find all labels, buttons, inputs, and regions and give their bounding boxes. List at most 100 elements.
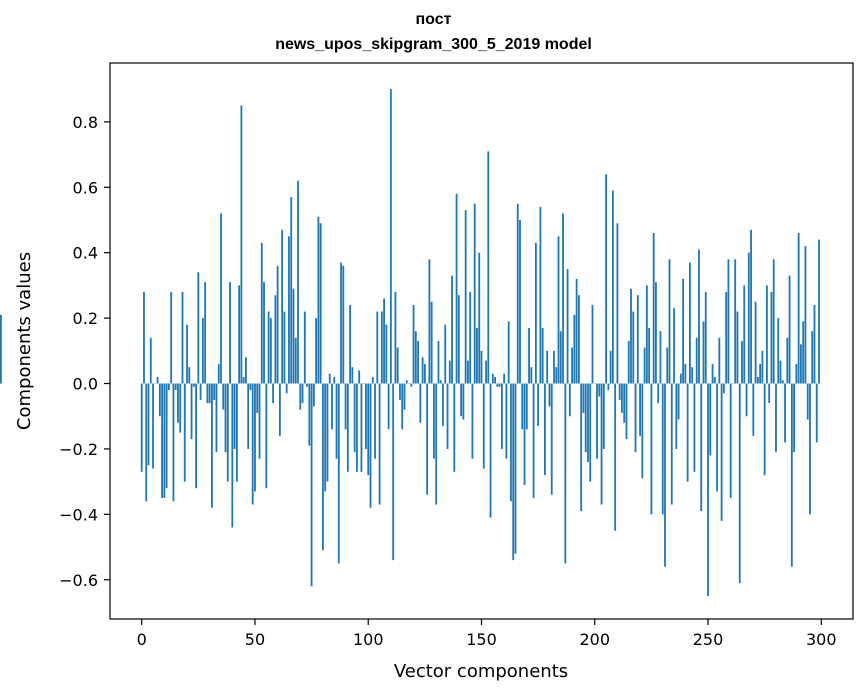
bar [510, 383, 512, 502]
bar [614, 383, 617, 531]
bar [555, 367, 558, 384]
bar [759, 363, 762, 384]
bar [467, 360, 469, 384]
bar [754, 301, 757, 384]
bar [177, 383, 179, 423]
bar [643, 347, 646, 384]
bar [686, 383, 689, 482]
bar [775, 383, 777, 453]
bar [777, 318, 780, 384]
bar [802, 321, 805, 384]
bar [811, 331, 814, 384]
bar [766, 285, 768, 384]
bar [487, 151, 490, 384]
bar [498, 383, 501, 387]
bar [571, 347, 574, 384]
bar [659, 331, 662, 384]
bar [306, 383, 308, 387]
bar [661, 383, 664, 515]
bar [532, 383, 535, 498]
x-tick-label: 250 [693, 630, 724, 649]
bar [756, 376, 759, 384]
y-tick-label: 0.6 [73, 178, 98, 197]
bar [333, 376, 336, 384]
bar [222, 383, 225, 410]
bar [747, 252, 750, 384]
bar [727, 259, 730, 384]
bar [423, 363, 426, 384]
bar [768, 383, 771, 404]
bar [582, 383, 585, 413]
bar [260, 242, 263, 384]
bar [285, 383, 288, 394]
bar [623, 383, 626, 423]
bar [750, 229, 752, 384]
bar [625, 383, 628, 440]
bar [179, 383, 182, 433]
x-tick-label: 0 [137, 630, 147, 649]
bar [369, 383, 372, 508]
bar [500, 383, 503, 449]
bar [340, 262, 342, 384]
bar [559, 331, 562, 384]
bar [589, 383, 592, 482]
bar [328, 373, 331, 384]
bar [460, 383, 463, 417]
bar [217, 363, 220, 384]
bar [544, 383, 546, 476]
bar [682, 278, 685, 384]
bar [564, 383, 567, 564]
bar [485, 360, 487, 384]
bar [396, 347, 399, 384]
bar [247, 383, 250, 449]
bar [478, 252, 481, 384]
bar [233, 383, 236, 449]
bar [446, 383, 449, 449]
bar [163, 383, 166, 498]
bar [562, 213, 564, 384]
bar [786, 337, 789, 384]
bar [621, 383, 623, 413]
bar [471, 383, 474, 459]
bar [140, 383, 143, 472]
bar [367, 383, 370, 476]
bar [433, 383, 435, 459]
bar [568, 383, 571, 417]
bar [806, 383, 809, 420]
bar [288, 236, 290, 384]
bar [346, 383, 349, 472]
bar [600, 383, 603, 505]
bar [299, 383, 302, 410]
y-tick-label: −0.4 [59, 505, 98, 524]
bar [541, 327, 544, 384]
bar [208, 383, 211, 404]
bar [591, 305, 594, 384]
bar [181, 291, 184, 384]
bar [695, 337, 698, 384]
bar [215, 383, 218, 453]
bar [507, 321, 510, 384]
bar [435, 383, 438, 505]
bar [353, 383, 356, 453]
bar [657, 383, 660, 404]
bar [698, 249, 700, 384]
bar [684, 363, 687, 384]
bar [722, 383, 725, 394]
bar [519, 219, 521, 384]
bar [265, 383, 268, 489]
bar [190, 383, 193, 440]
bar [704, 291, 707, 384]
bar [584, 383, 587, 453]
bar [156, 376, 159, 384]
bar [598, 383, 601, 397]
bar [258, 383, 261, 459]
bar [405, 380, 408, 384]
bar [772, 259, 775, 384]
bar [512, 383, 515, 561]
bar [0, 314, 2, 384]
bar [793, 383, 796, 453]
bar [439, 380, 442, 384]
bar [437, 341, 440, 384]
bar [274, 295, 277, 384]
bar [650, 383, 653, 515]
